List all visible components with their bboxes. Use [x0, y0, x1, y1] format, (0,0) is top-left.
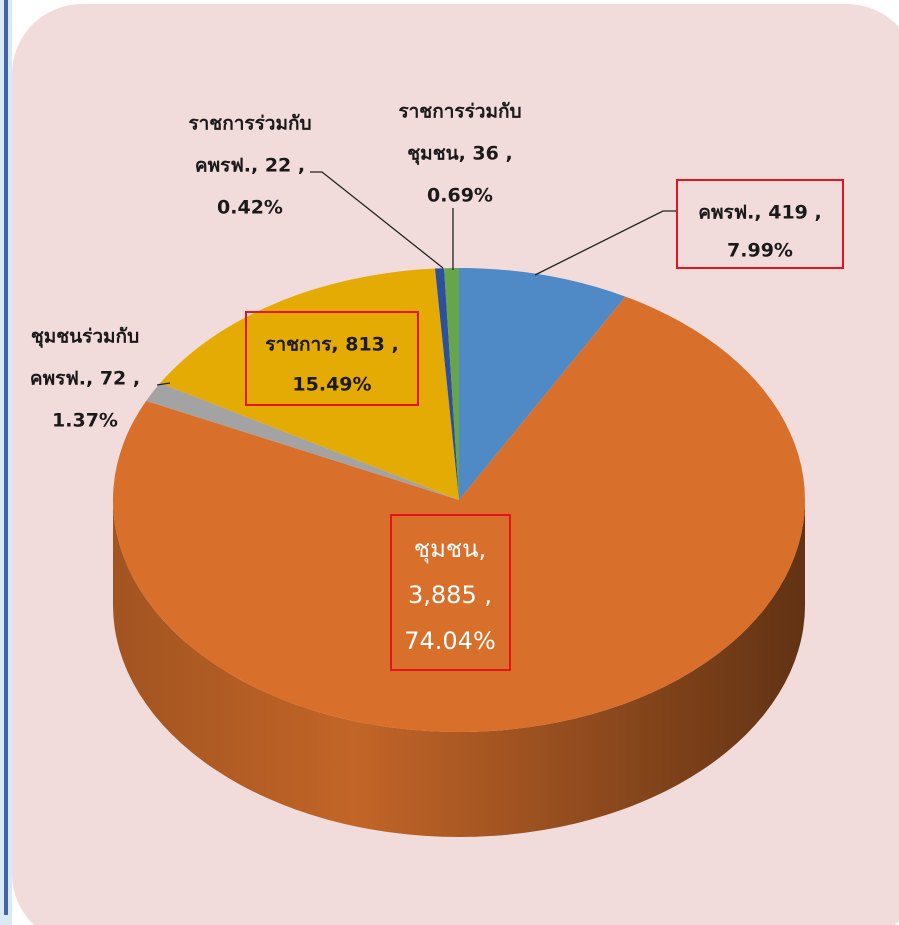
- data-label: คพรฟ., 419 ,: [698, 202, 821, 224]
- data-label: คพรฟ., 72 ,: [30, 368, 140, 390]
- data-label: 3,885 ,: [408, 581, 492, 609]
- pie-tops: [112, 268, 806, 732]
- slice: [444, 268, 459, 500]
- data-label: ชุมชน,: [414, 535, 486, 564]
- data-label: ราชการร่วมกับ: [398, 101, 521, 123]
- leader-line: [534, 210, 677, 276]
- label-box: [676, 179, 844, 269]
- leader-line: [310, 171, 444, 269]
- slice: [459, 268, 626, 500]
- label-box: [390, 514, 511, 671]
- data-label: 1.37%: [52, 410, 118, 432]
- slice: [160, 268, 459, 500]
- label-box: [245, 311, 419, 406]
- data-label: 15.49%: [292, 374, 371, 396]
- slice-side-shade: [113, 500, 805, 837]
- pie-sides: [113, 500, 805, 837]
- data-label: ชุมชน, 36 ,: [407, 143, 512, 166]
- data-label: ราชการ, 813 ,: [265, 334, 398, 356]
- data-label: ราชการร่วมกับ: [188, 113, 311, 135]
- data-label: 74.04%: [404, 627, 496, 655]
- slice: [146, 383, 460, 500]
- labels: คพรฟ., 419 , 7.99% ชุมชน, 3,885 , 74.04% ชุมช…: [30, 101, 844, 671]
- leader-line: [156, 382, 171, 386]
- data-label: 0.42%: [217, 197, 283, 219]
- data-label: 0.69%: [427, 185, 493, 207]
- data-label: 7.99%: [727, 240, 793, 262]
- data-label: ชุมชนร่วมกับ: [31, 326, 139, 349]
- data-label: คพรฟ., 22 ,: [195, 155, 305, 177]
- slice: [434, 268, 459, 500]
